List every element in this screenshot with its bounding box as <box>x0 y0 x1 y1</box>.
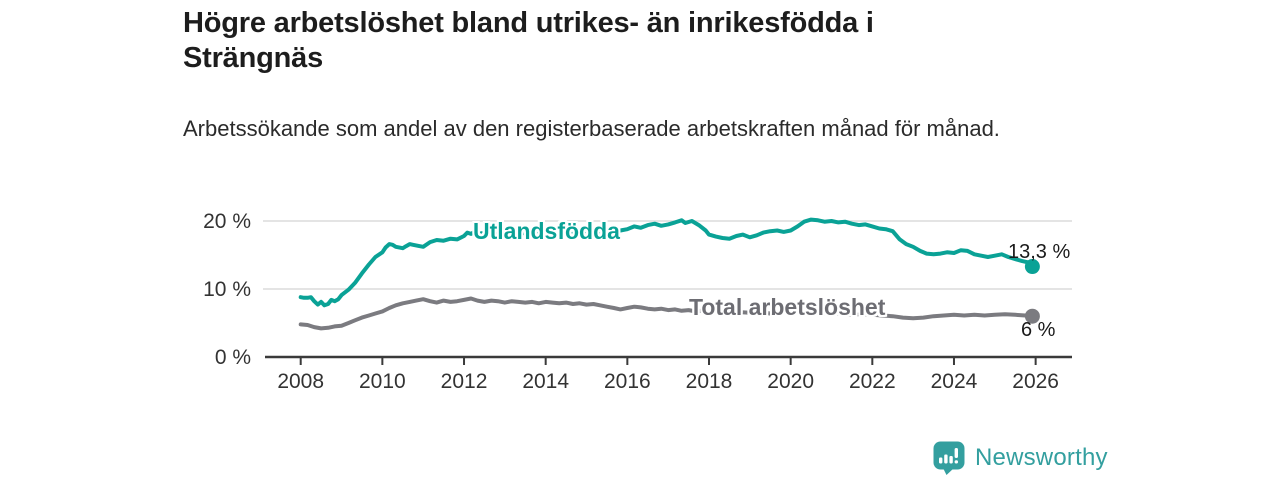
newsworthy-logo: Newsworthy <box>933 441 1108 475</box>
series-line-1 <box>298 296 1035 331</box>
end-value-total-arbetsloshet: 6 % <box>1021 319 1056 341</box>
y-tick-label: 20 % <box>203 210 251 233</box>
series-end-dot-0 <box>1024 259 1040 275</box>
x-tick-label: 2026 <box>1012 370 1059 393</box>
x-tick-label: 2018 <box>686 370 733 393</box>
y-tick-label: 0 % <box>215 346 251 369</box>
page-title: Högre arbetslöshet bland utrikes- än inr… <box>183 7 874 74</box>
series-label-total-arbetsloshet: Total arbetslöshet <box>689 294 886 320</box>
series-line-0 <box>298 217 1035 308</box>
y-tick-label: 10 % <box>203 278 251 301</box>
end-value-utlandsfodda: 13,3 % <box>1008 241 1071 263</box>
x-tick-label: 2022 <box>849 370 896 393</box>
series-label-utlandsfodda: Utlandsfödda <box>473 218 620 244</box>
brand-name: Newsworthy <box>975 444 1108 471</box>
x-tick-label: 2012 <box>441 370 488 393</box>
chart-subtitle: Arbetssökande som andel av den registerb… <box>183 116 1000 141</box>
x-tick-label: 2016 <box>604 370 651 393</box>
x-tick-label: 2014 <box>522 370 569 393</box>
series-end-dot-1 <box>1024 308 1040 324</box>
x-tick-label: 2024 <box>931 370 978 393</box>
x-tick-label: 2010 <box>359 370 406 393</box>
bar-chart-speech-bubble-icon <box>933 441 965 475</box>
x-tick-label: 2020 <box>767 370 814 393</box>
x-tick-label: 2008 <box>277 370 324 393</box>
